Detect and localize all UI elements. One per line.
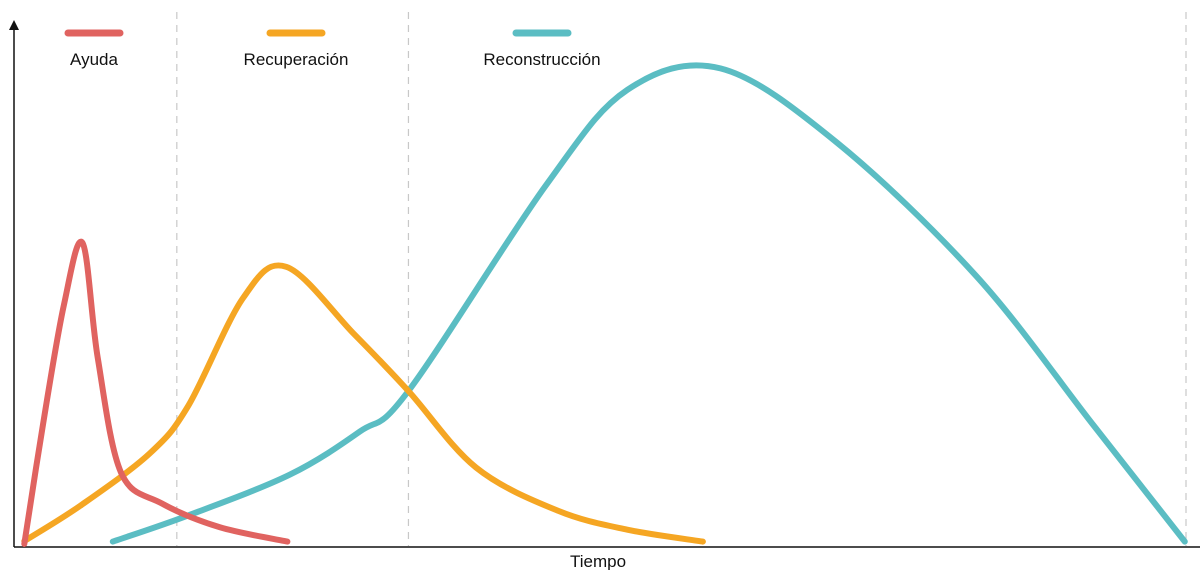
x-axis-label: Tiempo (570, 552, 626, 570)
axes (9, 20, 1200, 548)
series-line-ayuda (21, 238, 291, 547)
legend-label-recuperacion: Recuperación (244, 50, 349, 69)
phase-dividers (176, 12, 1187, 546)
legend-label-reconstruccion: Reconstrucción (483, 50, 600, 69)
series-line-recuperacion (21, 262, 706, 545)
y-axis-arrow-icon (9, 20, 19, 30)
series-lines (21, 62, 1188, 547)
series-line-reconstruccion (109, 62, 1188, 545)
legend-label-ayuda: Ayuda (70, 50, 118, 69)
legend: Ayuda Recuperación Reconstrucción (64, 29, 601, 69)
